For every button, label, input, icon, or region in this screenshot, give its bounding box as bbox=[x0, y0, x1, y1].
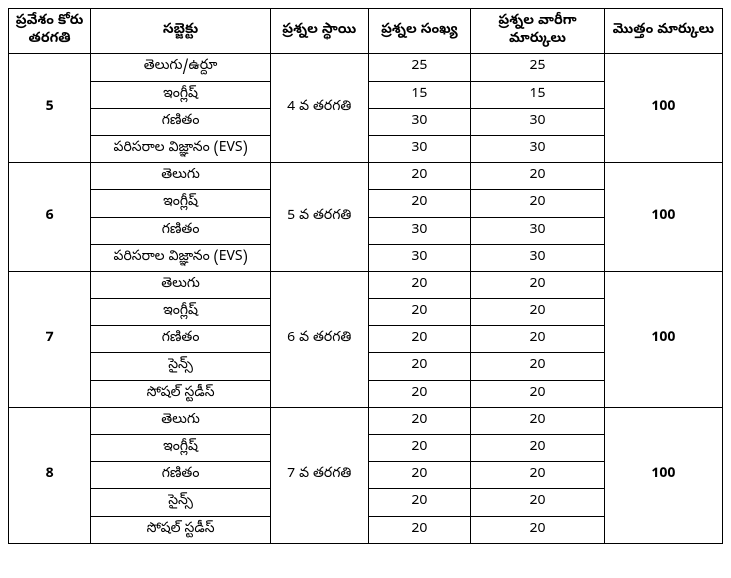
table-header: ప్రవేశం కోరు తరగతి సబ్జెక్టు ప్రశ్నల స్థ… bbox=[9, 9, 723, 54]
cell-num-questions: 20 bbox=[368, 326, 471, 353]
cell-marks-per-question: 20 bbox=[471, 271, 605, 298]
cell-class: 5 bbox=[9, 54, 91, 163]
cell-subject: గణితం bbox=[91, 217, 271, 244]
cell-total-marks: 100 bbox=[604, 54, 722, 163]
cell-total-marks: 100 bbox=[604, 407, 722, 543]
cell-class: 8 bbox=[9, 407, 91, 543]
cell-subject: గణితం bbox=[91, 108, 271, 135]
cell-marks-per-question: 15 bbox=[471, 81, 605, 108]
cell-num-questions: 30 bbox=[368, 217, 471, 244]
cell-standard: 6 వ తరగతి bbox=[270, 271, 368, 407]
cell-subject: గణితం bbox=[91, 326, 271, 353]
cell-subject: సైన్స్ bbox=[91, 353, 271, 380]
cell-marks-per-question: 30 bbox=[471, 217, 605, 244]
cell-marks-per-question: 20 bbox=[471, 326, 605, 353]
cell-subject: తెలుగు bbox=[91, 163, 271, 190]
col-header-subject: సబ్జెక్టు bbox=[91, 9, 271, 54]
table-row: 8తెలుగు7 వ తరగతి2020100 bbox=[9, 407, 723, 434]
cell-num-questions: 25 bbox=[368, 54, 471, 81]
cell-num-questions: 20 bbox=[368, 299, 471, 326]
cell-standard: 4 వ తరగతి bbox=[270, 54, 368, 163]
col-header-mpq: ప్రశ్నల వారీగా మార్కులు bbox=[471, 9, 605, 54]
cell-num-questions: 20 bbox=[368, 435, 471, 462]
cell-marks-per-question: 20 bbox=[471, 163, 605, 190]
cell-subject: సోషల్ స్టడీస్ bbox=[91, 380, 271, 407]
cell-subject: పరిసరాల విజ్ఞానం (EVS) bbox=[91, 135, 271, 162]
cell-subject: పరిసరాల విజ్ఞానం (EVS) bbox=[91, 244, 271, 271]
table-row: 6తెలుగు5 వ తరగతి2020100 bbox=[9, 163, 723, 190]
cell-num-questions: 30 bbox=[368, 135, 471, 162]
cell-num-questions: 20 bbox=[368, 190, 471, 217]
table-body: 5తెలుగు/ఉర్దూ4 వ తరగతి2525100ఇంగ్లీష్151… bbox=[9, 54, 723, 543]
cell-num-questions: 20 bbox=[368, 380, 471, 407]
cell-subject: ఇంగ్లీష్ bbox=[91, 81, 271, 108]
cell-total-marks: 100 bbox=[604, 271, 722, 407]
cell-subject: ఇంగ్లీష్ bbox=[91, 299, 271, 326]
cell-subject: గణితం bbox=[91, 462, 271, 489]
cell-marks-per-question: 20 bbox=[471, 462, 605, 489]
cell-class: 7 bbox=[9, 271, 91, 407]
cell-subject: సైన్స్ bbox=[91, 489, 271, 516]
cell-standard: 7 వ తరగతి bbox=[270, 407, 368, 543]
table-row: 5తెలుగు/ఉర్దూ4 వ తరగతి2525100 bbox=[9, 54, 723, 81]
cell-num-questions: 20 bbox=[368, 353, 471, 380]
cell-marks-per-question: 30 bbox=[471, 135, 605, 162]
cell-num-questions: 20 bbox=[368, 516, 471, 543]
cell-marks-per-question: 20 bbox=[471, 516, 605, 543]
cell-marks-per-question: 30 bbox=[471, 108, 605, 135]
cell-subject: సోషల్ స్టడీస్ bbox=[91, 516, 271, 543]
cell-marks-per-question: 20 bbox=[471, 380, 605, 407]
cell-marks-per-question: 20 bbox=[471, 353, 605, 380]
cell-num-questions: 20 bbox=[368, 163, 471, 190]
cell-subject: తెలుగు/ఉర్దూ bbox=[91, 54, 271, 81]
cell-marks-per-question: 20 bbox=[471, 299, 605, 326]
cell-marks-per-question: 20 bbox=[471, 407, 605, 434]
cell-subject: ఇంగ్లీష్ bbox=[91, 435, 271, 462]
cell-subject: తెలుగు bbox=[91, 271, 271, 298]
cell-num-questions: 30 bbox=[368, 244, 471, 271]
cell-marks-per-question: 20 bbox=[471, 435, 605, 462]
col-header-std: ప్రశ్నల స్థాయి bbox=[270, 9, 368, 54]
cell-subject: తెలుగు bbox=[91, 407, 271, 434]
cell-total-marks: 100 bbox=[604, 163, 722, 272]
cell-marks-per-question: 20 bbox=[471, 190, 605, 217]
exam-pattern-table: ప్రవేశం కోరు తరగతి సబ్జెక్టు ప్రశ్నల స్థ… bbox=[8, 8, 723, 544]
cell-marks-per-question: 30 bbox=[471, 244, 605, 271]
cell-num-questions: 30 bbox=[368, 108, 471, 135]
col-header-class: ప్రవేశం కోరు తరగతి bbox=[9, 9, 91, 54]
cell-marks-per-question: 25 bbox=[471, 54, 605, 81]
cell-num-questions: 20 bbox=[368, 407, 471, 434]
cell-marks-per-question: 20 bbox=[471, 489, 605, 516]
col-header-total: మొత్తం మార్కులు bbox=[604, 9, 722, 54]
cell-subject: ఇంగ్లీష్ bbox=[91, 190, 271, 217]
cell-num-questions: 20 bbox=[368, 271, 471, 298]
cell-num-questions: 20 bbox=[368, 489, 471, 516]
cell-standard: 5 వ తరగతి bbox=[270, 163, 368, 272]
cell-class: 6 bbox=[9, 163, 91, 272]
cell-num-questions: 20 bbox=[368, 462, 471, 489]
col-header-nq: ప్రశ్నల సంఖ్య bbox=[368, 9, 471, 54]
cell-num-questions: 15 bbox=[368, 81, 471, 108]
table-header-row: ప్రవేశం కోరు తరగతి సబ్జెక్టు ప్రశ్నల స్థ… bbox=[9, 9, 723, 54]
table-row: 7తెలుగు6 వ తరగతి2020100 bbox=[9, 271, 723, 298]
